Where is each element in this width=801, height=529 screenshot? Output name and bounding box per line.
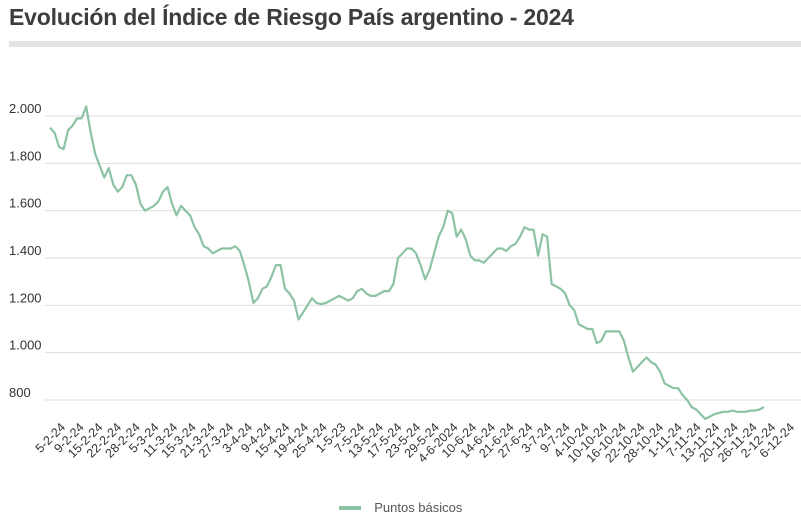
chart-title: Evolución del Índice de Riesgo País arge… (9, 4, 574, 30)
legend-label: Puntos básicos (374, 500, 463, 515)
y-tick-label: 2.000 (9, 101, 42, 116)
title-divider (9, 41, 801, 47)
series-line-puntos-basicos (49, 105, 765, 420)
y-tick-label: 1.600 (9, 196, 42, 211)
legend: Puntos básicos (0, 500, 801, 515)
y-tick-label: 1.800 (9, 148, 42, 163)
legend-swatch (338, 505, 361, 510)
y-tick-label: 800 (9, 385, 31, 400)
y-tick-label: 1.000 (9, 338, 42, 353)
y-tick-label: 1.400 (9, 243, 42, 258)
y-tick-label: 1.200 (9, 290, 42, 305)
